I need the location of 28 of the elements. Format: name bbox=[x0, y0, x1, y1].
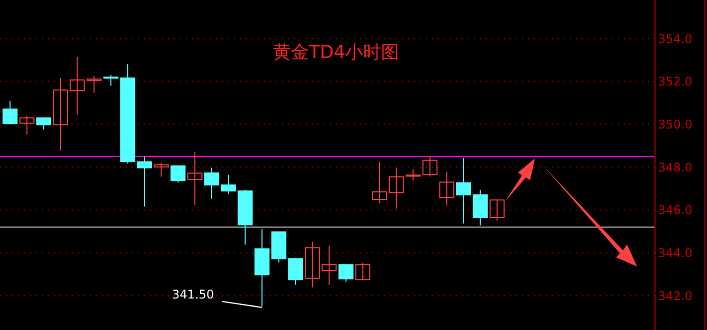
candlestick bbox=[19, 115, 34, 136]
candlestick bbox=[338, 264, 354, 282]
y-tick-label: 350.0 bbox=[658, 117, 692, 132]
candlestick bbox=[187, 151, 202, 206]
candlestick bbox=[136, 156, 152, 208]
y-tick-label: 344.0 bbox=[658, 246, 692, 260]
y-tick-label: 352.0 bbox=[658, 74, 692, 89]
candlestick bbox=[36, 117, 52, 130]
candlestick bbox=[472, 189, 488, 226]
candlestick bbox=[490, 199, 505, 221]
candlestick bbox=[355, 262, 370, 280]
candlestick bbox=[2, 100, 18, 125]
candlestick bbox=[406, 168, 421, 182]
candlestick bbox=[154, 162, 169, 178]
candlestick bbox=[456, 157, 472, 224]
y-tick-label: 342.0 bbox=[658, 288, 692, 303]
y-tick-label: 346.0 bbox=[658, 203, 692, 218]
candlestick bbox=[372, 161, 388, 204]
candlestick bbox=[439, 171, 454, 206]
candlestick bbox=[422, 156, 438, 178]
y-tick-label: 348.0 bbox=[658, 160, 692, 174]
y-tick-label: 354.0 bbox=[658, 32, 692, 46]
candlestick bbox=[388, 167, 404, 209]
text: 黄金TD4小时图 bbox=[272, 42, 400, 63]
annotation: 341.50 bbox=[172, 287, 214, 302]
candlestick bbox=[52, 78, 68, 152]
candlestick bbox=[170, 165, 186, 184]
candlestick bbox=[204, 167, 220, 200]
